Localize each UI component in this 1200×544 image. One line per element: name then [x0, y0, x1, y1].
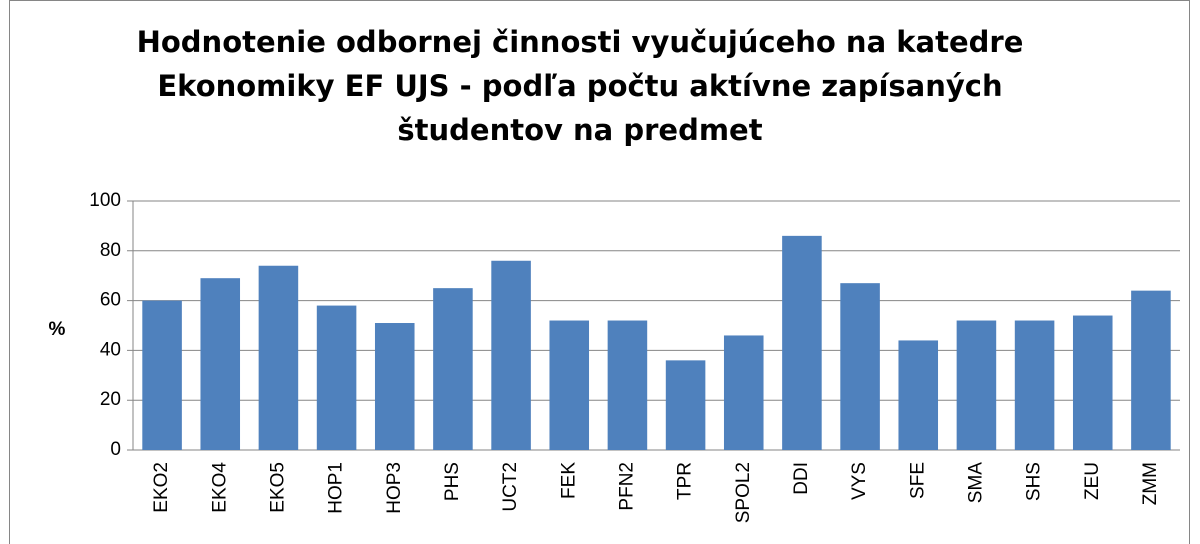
- x-tick-label: EKO2: [151, 462, 172, 513]
- bar: [898, 340, 939, 450]
- bar: [200, 278, 241, 450]
- y-axis-label: %: [49, 319, 66, 340]
- bar: [840, 283, 880, 450]
- x-tick-label: EKO5: [267, 462, 288, 513]
- bar: [258, 265, 299, 450]
- y-tick-label: 40: [100, 339, 121, 360]
- y-tick-label: 0: [110, 439, 121, 460]
- bar: [607, 320, 648, 450]
- x-tick-label: SHS: [1024, 462, 1045, 501]
- bar: [723, 335, 764, 450]
- y-tick-label: 80: [100, 240, 121, 261]
- x-tick-label: SFE: [907, 462, 928, 499]
- x-tick-label: PFN2: [616, 462, 637, 511]
- chart-title: Hodnotenie odbornej činnosti vyučujúceho…: [136, 25, 1024, 147]
- bar: [1072, 315, 1113, 450]
- x-tick-label: ZMM: [1140, 462, 1161, 505]
- x-tick-label: TPR: [675, 462, 696, 500]
- x-tick-label: VYS: [849, 462, 870, 500]
- bar: [433, 288, 473, 450]
- x-tick-label: SMA: [965, 462, 986, 504]
- y-tick-label: 60: [100, 290, 121, 311]
- bar: [549, 320, 590, 450]
- x-tick-label: ZEU: [1082, 462, 1103, 500]
- bar: [956, 320, 997, 450]
- bar: [491, 260, 531, 450]
- bar: [1014, 320, 1055, 450]
- bar: [316, 305, 357, 450]
- y-tick-label: 20: [100, 389, 121, 410]
- x-tick-label: FEK: [558, 462, 579, 499]
- x-tick-label: HOP3: [384, 462, 405, 514]
- x-tick-label: PHS: [442, 462, 463, 501]
- y-tick-label: 100: [89, 190, 121, 211]
- bar: [1131, 290, 1171, 450]
- chart-border: [9, 0, 1190, 544]
- bar: [782, 235, 822, 450]
- bar: [665, 360, 706, 450]
- x-tick-label: HOP1: [326, 462, 347, 514]
- x-tick-label: SPOL2: [733, 462, 754, 523]
- x-tick-label: EKO4: [209, 462, 230, 513]
- bar: [374, 323, 415, 450]
- x-tick-label: UCT2: [500, 462, 521, 512]
- x-tick-label: DDI: [791, 462, 812, 495]
- bar: [142, 300, 182, 450]
